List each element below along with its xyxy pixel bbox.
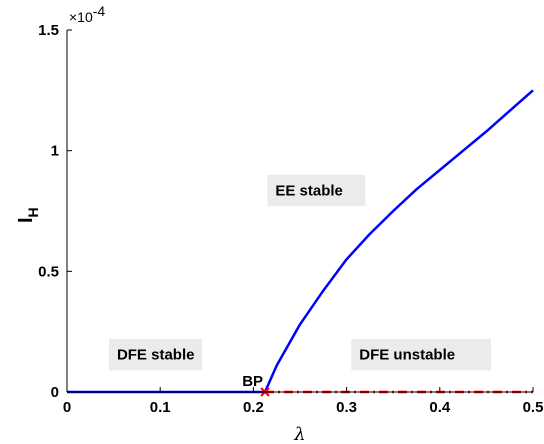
annotation-background [351, 338, 492, 371]
annotation-background [108, 338, 203, 371]
y-tick-label: 0.5 [38, 263, 59, 280]
x-tick-label: 0.2 [243, 399, 264, 416]
annotation-background [267, 174, 366, 207]
x-tick-label: 0.4 [429, 399, 451, 416]
y-axis-exponent: ×10-4 [69, 3, 105, 25]
branch-point-label: BP [242, 373, 263, 390]
y-tick-label: 1.5 [38, 22, 59, 39]
y-axis-exponent-base: ×10 [69, 9, 93, 25]
annotation-box: DFE stable [108, 338, 203, 371]
y-tick-label: 0 [51, 384, 59, 401]
x-axis-label: λ [293, 424, 305, 444]
y-axis-label-main: I [15, 217, 37, 223]
annotation-label: DFE stable [117, 347, 195, 364]
annotation-label: EE stable [275, 182, 343, 199]
annotation-box: EE stable [267, 174, 366, 207]
annotation-layer: DFE stable EE stable DFE unstable [108, 174, 492, 371]
annotation-label: DFE unstable [359, 347, 455, 364]
x-tick-label: 0.5 [523, 399, 544, 416]
y-axis-exponent-power: -4 [93, 3, 106, 19]
series-line-1 [263, 89, 534, 393]
y-tick-label: 1 [51, 143, 59, 160]
x-tick-label: 0.3 [336, 399, 357, 416]
annotation-box: DFE unstable [351, 338, 492, 371]
x-tick-label: 0 [63, 399, 71, 416]
tick-layer: 0 0.1 0.2 0.3 0.4 0.5 0 0.5 1 1.5 [38, 22, 543, 416]
y-axis-label-subscript: H [25, 207, 41, 217]
x-tick-label: 0.1 [150, 399, 171, 416]
axes-layer [66, 30, 533, 393]
y-axis-label: IH [15, 207, 41, 223]
